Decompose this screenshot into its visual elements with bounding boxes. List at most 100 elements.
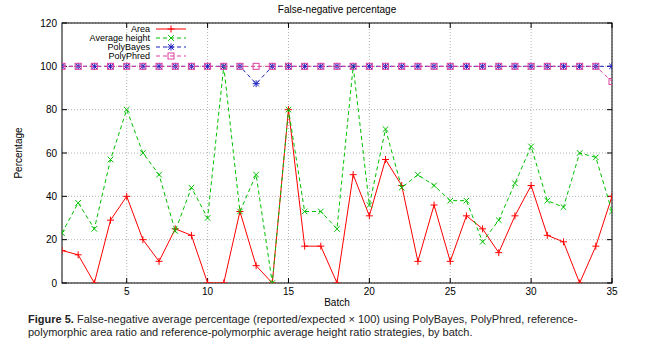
marker-part bbox=[256, 262, 257, 269]
point bbox=[75, 63, 81, 69]
marker-part bbox=[124, 107, 130, 113]
tick-label: 20 bbox=[364, 286, 376, 297]
marker-part bbox=[528, 144, 534, 150]
point bbox=[236, 208, 243, 215]
tick bbox=[62, 196, 67, 197]
marker-part bbox=[62, 247, 63, 254]
marker-part bbox=[577, 150, 583, 156]
marker-part bbox=[385, 156, 386, 163]
point bbox=[496, 217, 502, 223]
point bbox=[383, 63, 389, 69]
marker-part bbox=[463, 63, 469, 69]
tick-label: 30 bbox=[526, 286, 538, 297]
point bbox=[350, 63, 356, 69]
marker-part bbox=[253, 172, 259, 178]
marker-part bbox=[447, 198, 453, 204]
tick bbox=[207, 23, 208, 28]
point bbox=[139, 236, 146, 243]
marker-part bbox=[561, 204, 567, 210]
point bbox=[75, 200, 81, 206]
marker-part bbox=[544, 198, 550, 204]
marker-part bbox=[302, 209, 308, 215]
marker-part bbox=[579, 280, 580, 284]
legend-marker bbox=[168, 53, 174, 59]
point bbox=[286, 107, 292, 113]
point bbox=[576, 280, 583, 284]
point bbox=[592, 243, 599, 250]
marker-part bbox=[482, 225, 483, 232]
point bbox=[609, 79, 612, 85]
point bbox=[107, 217, 114, 224]
marker-part bbox=[140, 150, 146, 156]
point bbox=[334, 63, 340, 69]
marker-part bbox=[431, 183, 437, 189]
marker-part bbox=[528, 144, 534, 150]
point bbox=[124, 63, 130, 69]
tick-label: 120 bbox=[40, 18, 57, 29]
tick bbox=[531, 278, 532, 283]
point bbox=[593, 63, 599, 69]
marker-part bbox=[353, 171, 354, 178]
marker-part bbox=[350, 63, 356, 69]
marker-part bbox=[108, 157, 114, 163]
point bbox=[317, 243, 324, 250]
point bbox=[431, 63, 437, 69]
marker-part bbox=[286, 107, 292, 113]
marker-part bbox=[124, 63, 130, 69]
marker-part bbox=[253, 81, 259, 87]
grid-line bbox=[207, 23, 208, 283]
marker-part bbox=[544, 198, 550, 204]
point bbox=[91, 63, 97, 69]
marker-part bbox=[189, 185, 195, 191]
point bbox=[62, 230, 65, 236]
grid-line bbox=[62, 239, 612, 240]
point bbox=[92, 226, 98, 232]
point bbox=[75, 251, 82, 258]
marker-part bbox=[171, 26, 172, 33]
marker-part bbox=[464, 198, 470, 204]
marker-part bbox=[156, 172, 162, 178]
marker-part bbox=[593, 155, 599, 161]
grid-line bbox=[288, 23, 289, 283]
marker-part bbox=[62, 250, 66, 251]
marker-part bbox=[334, 226, 340, 232]
point bbox=[253, 63, 259, 69]
marker-part bbox=[223, 280, 224, 284]
marker-part bbox=[367, 202, 373, 208]
marker-part bbox=[286, 107, 292, 113]
marker-part bbox=[269, 63, 275, 69]
point bbox=[560, 238, 567, 245]
marker-part bbox=[466, 212, 467, 219]
point bbox=[609, 209, 612, 215]
point bbox=[302, 209, 308, 215]
marker-part bbox=[609, 196, 613, 197]
marker-part bbox=[447, 198, 453, 204]
point bbox=[350, 171, 357, 178]
marker-part bbox=[205, 215, 211, 221]
marker-part bbox=[320, 243, 321, 250]
marker-part bbox=[110, 217, 111, 224]
marker-part bbox=[450, 258, 451, 265]
marker-part bbox=[383, 126, 389, 132]
point bbox=[366, 63, 372, 69]
point bbox=[269, 63, 275, 69]
point bbox=[544, 232, 551, 239]
marker-part bbox=[237, 209, 243, 215]
point bbox=[479, 225, 486, 232]
point bbox=[301, 243, 308, 250]
point bbox=[237, 63, 243, 69]
point bbox=[511, 212, 518, 219]
marker-part bbox=[480, 239, 486, 245]
point bbox=[318, 63, 324, 69]
point bbox=[577, 150, 583, 156]
marker-part bbox=[577, 63, 583, 69]
tick bbox=[607, 239, 612, 240]
point bbox=[237, 209, 243, 215]
marker-part bbox=[609, 209, 612, 215]
point bbox=[463, 212, 470, 219]
point bbox=[528, 63, 534, 69]
point bbox=[414, 258, 421, 265]
marker-part bbox=[75, 200, 81, 206]
point bbox=[204, 280, 211, 284]
marker-part bbox=[126, 193, 127, 200]
